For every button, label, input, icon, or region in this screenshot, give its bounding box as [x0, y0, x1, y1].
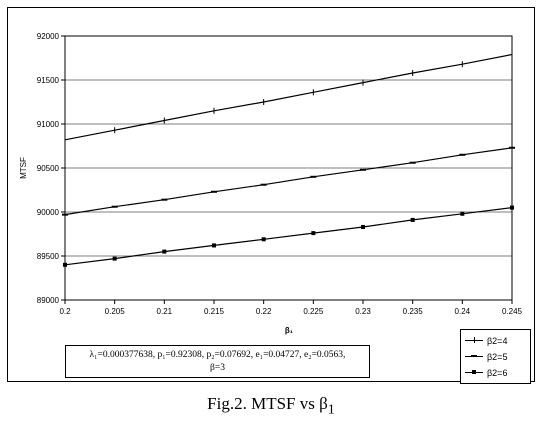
- series-line: [64, 147, 513, 216]
- data-point-marker: [63, 262, 67, 267]
- legend-item-beta2-6: β2=6: [465, 367, 529, 379]
- y-axis-label: MTSF: [19, 157, 28, 179]
- data-point-marker: [460, 211, 465, 216]
- figure-caption: Fig.2. MTSF vs β1: [0, 394, 542, 418]
- x-tick-label: 0.225: [303, 307, 324, 316]
- data-point-marker: [161, 198, 168, 201]
- y-tick-label: 91500: [37, 76, 60, 85]
- data-point-marker: [162, 249, 167, 254]
- y-tick-label: 89000: [37, 296, 60, 305]
- x-tick-label: 0.205: [105, 307, 126, 316]
- x-tick-label: 0.235: [403, 307, 424, 316]
- legend-label: β2=4: [487, 336, 508, 346]
- parameters-annotation: λ₁=0.000377638, p₁=0.92308, p₂=0.07692, …: [65, 345, 370, 378]
- y-tick-label: 89500: [37, 252, 60, 261]
- x-tick-label: 0.215: [204, 307, 225, 316]
- parameters-line-1: λ₁=0.000377638, p₁=0.92308, p₂=0.07692, …: [89, 350, 346, 360]
- data-point-marker: [459, 153, 466, 156]
- data-point-marker: [360, 168, 366, 171]
- caption-text: Fig.2. MTSF vs β: [207, 394, 328, 413]
- square-marker-icon: [472, 370, 476, 374]
- x-tick-label: 0.22: [256, 307, 272, 316]
- data-point-marker: [311, 231, 316, 236]
- x-axis-label: β₁: [285, 326, 294, 335]
- x-tick-label: 0.24: [455, 307, 471, 316]
- legend-label: β2=5: [487, 352, 508, 362]
- data-point-marker: [211, 190, 217, 193]
- parameters-line-2: β=3: [210, 363, 225, 373]
- data-point-marker: [260, 183, 267, 186]
- data-point-marker: [361, 224, 365, 229]
- data-point-marker: [111, 205, 118, 208]
- series-line: [64, 53, 513, 141]
- legend-item-beta2-5: β2=5: [465, 351, 529, 363]
- figure-frame: 89000 89500 90000 90500 91000 91500 92000 0.2 0…: [7, 7, 535, 384]
- y-tick-label: 91000: [37, 120, 60, 129]
- legend: β2=4 β2=5 β2=6: [460, 329, 531, 384]
- series-line: [64, 207, 513, 266]
- data-point-marker: [62, 213, 68, 216]
- plus-marker-icon: [474, 337, 475, 343]
- x-tick-label: 0.23: [355, 307, 371, 316]
- y-tick-label: 90000: [37, 208, 60, 217]
- data-point-marker: [509, 146, 515, 149]
- data-point-marker: [410, 217, 415, 222]
- legend-label: β2=6: [487, 368, 508, 378]
- y-tick-label: 90500: [37, 164, 60, 173]
- legend-item-beta2-4: β2=4: [465, 335, 529, 347]
- data-point-marker: [510, 205, 514, 210]
- x-tick-label: 0.2: [59, 307, 71, 316]
- x-tick-label: 0.21: [157, 307, 173, 316]
- data-point-marker: [212, 243, 216, 248]
- caption-subscript: 1: [327, 401, 335, 418]
- y-tick-label: 92000: [37, 32, 60, 41]
- data-point-marker: [112, 256, 117, 261]
- x-tick-label: 0.245: [502, 307, 523, 316]
- data-point-marker: [310, 175, 317, 178]
- data-point-marker: [409, 161, 416, 164]
- dash-marker-icon: [471, 355, 477, 357]
- data-point-marker: [261, 237, 266, 242]
